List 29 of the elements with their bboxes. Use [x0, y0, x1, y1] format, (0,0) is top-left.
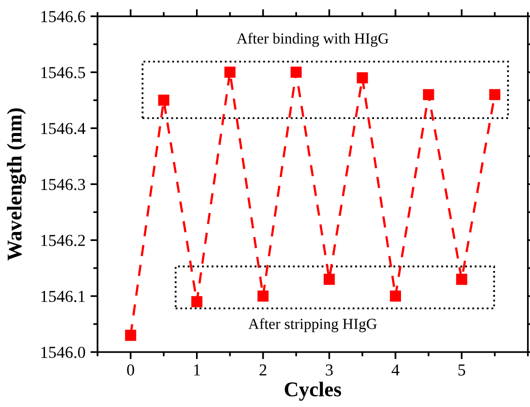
annotation: After stripping HIgG [248, 318, 377, 332]
point [224, 66, 236, 78]
point [324, 274, 335, 285]
y-tick-label: 1546.0 [41, 346, 86, 358]
x-tick-label: 5 [458, 364, 466, 376]
y-tick-label: 1546.4 [41, 122, 86, 134]
y-tick-label: 1546.2 [41, 234, 85, 246]
point [456, 274, 468, 285]
y-tick-label: 1546.3 [41, 178, 86, 190]
x-axis-title: Cycles [284, 382, 342, 401]
x-tick-label: 0 [127, 364, 134, 376]
point [257, 290, 269, 302]
point [356, 72, 368, 84]
y-tick-label: 1546.1 [41, 290, 85, 302]
x-tick-label: 3 [326, 364, 333, 376]
point [423, 89, 434, 100]
point [158, 94, 170, 106]
x-tick-label: 4 [392, 364, 400, 376]
point [390, 290, 402, 302]
point [191, 296, 202, 308]
point [489, 89, 500, 100]
y-tick-label: 1546.5 [41, 66, 86, 78]
annotation: After binding with HIgG [236, 32, 388, 47]
y-tick-label: 1546.6 [41, 11, 86, 22]
point [290, 66, 302, 78]
point [125, 330, 136, 341]
y-axis-title: Wavelength (nm) [6, 108, 26, 261]
x-tick-label: 2 [260, 364, 266, 376]
x-tick-label: 1 [194, 364, 200, 376]
